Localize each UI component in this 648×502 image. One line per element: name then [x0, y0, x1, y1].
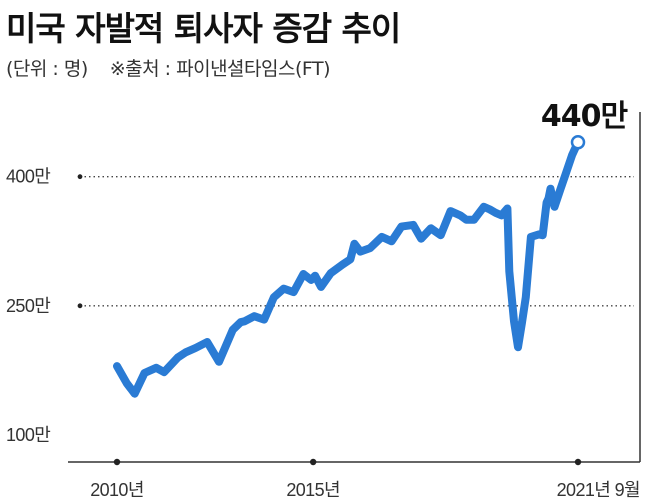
y-tick-label: 100만	[6, 425, 50, 445]
y-tick-label: 250만	[6, 296, 50, 316]
y-tick-label: 400만	[6, 167, 50, 187]
end-value-label: 440만	[541, 99, 629, 134]
x-tick-mark	[113, 458, 121, 466]
end-point-group: 440만	[541, 99, 630, 150]
series-line-group	[113, 138, 582, 398]
series-line	[113, 138, 582, 398]
axes	[68, 112, 641, 463]
x-tick-mark	[574, 458, 582, 466]
x-tick-label: 2015년	[286, 480, 340, 500]
x-ticks: 2010년 2015년 2021년 9월	[90, 458, 641, 500]
y-tick-labels: 100만 250만 400만	[6, 167, 51, 445]
x-tick-label: 2021년 9월	[557, 480, 640, 500]
end-point-marker	[570, 134, 586, 150]
gridline-dot-250	[77, 303, 83, 309]
x-tick-mark	[309, 458, 317, 466]
subtitle-row: (단위 : 명) ※출처 : 파이낸셜타임스(FT)	[6, 54, 331, 81]
chart-title: 미국 자발적 퇴사자 증감 추이	[6, 9, 401, 48]
source-note: ※출처 : 파이낸셜타임스(FT)	[109, 58, 331, 80]
gridline-dot-400	[77, 174, 83, 180]
gridlines	[77, 174, 634, 309]
x-tick-label: 2010년	[90, 480, 144, 500]
unit-note: (단위 : 명)	[6, 58, 88, 80]
